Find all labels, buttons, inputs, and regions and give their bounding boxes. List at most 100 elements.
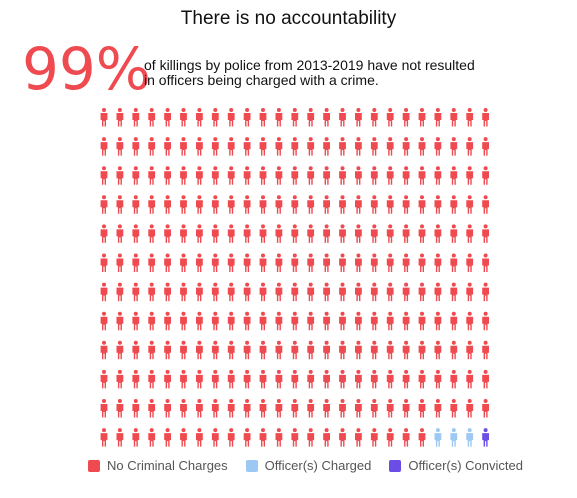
person-icon <box>402 399 410 418</box>
person-icon <box>100 166 108 185</box>
person-icon <box>339 166 346 185</box>
legend-swatch <box>245 459 258 472</box>
person-icon <box>418 399 426 418</box>
person-icon <box>259 369 267 389</box>
person-icon <box>386 369 394 389</box>
person-icon <box>418 369 426 389</box>
person-icon <box>164 108 171 127</box>
person-icon <box>339 311 346 331</box>
person-icon <box>339 195 346 214</box>
person-icon <box>164 195 171 214</box>
person-icon <box>402 195 410 214</box>
person-icon <box>355 369 362 389</box>
person-icon <box>132 428 140 447</box>
person-icon <box>434 282 442 302</box>
person-icon <box>243 195 251 214</box>
person-icon <box>148 166 156 185</box>
person-icon <box>355 340 362 360</box>
person-icon <box>275 428 283 447</box>
person-icon <box>227 428 235 447</box>
person-icon <box>211 137 219 156</box>
person-icon <box>243 282 251 302</box>
person-icon <box>100 108 108 127</box>
person-icon <box>323 137 330 156</box>
person-icon <box>402 428 410 447</box>
person-icon <box>211 428 219 447</box>
person-icon <box>259 108 267 127</box>
legend-swatch <box>389 459 402 472</box>
person-icon <box>370 399 378 418</box>
person-icon <box>148 282 156 302</box>
person-icon <box>227 340 235 360</box>
person-icon <box>196 399 203 418</box>
person-icon <box>482 166 489 185</box>
person-icon <box>450 428 458 447</box>
person-icon <box>164 166 171 185</box>
person-icon <box>323 166 330 185</box>
person-icon <box>164 282 171 302</box>
person-icon <box>434 340 442 360</box>
person-icon <box>370 428 378 447</box>
person-icon <box>227 195 235 214</box>
person-icon <box>180 428 187 447</box>
person-icon <box>180 253 187 272</box>
person-icon <box>418 253 426 272</box>
person-icon <box>466 311 474 331</box>
person-icon <box>466 253 474 272</box>
person-icon <box>196 137 203 156</box>
person-icon <box>355 253 362 272</box>
person-icon <box>259 166 267 185</box>
person-icon <box>418 428 426 447</box>
person-icon <box>196 224 203 243</box>
person-icon <box>116 399 124 418</box>
person-icon <box>243 166 251 185</box>
person-icon <box>307 253 315 272</box>
person-icon <box>482 340 489 360</box>
person-icon <box>418 137 426 156</box>
person-icon <box>418 166 426 185</box>
person-icon <box>450 253 458 272</box>
person-icon <box>355 137 362 156</box>
person-icon <box>339 282 346 302</box>
person-icon <box>402 340 410 360</box>
person-icon <box>355 311 362 331</box>
person-icon <box>180 369 187 389</box>
person-icon <box>323 253 330 272</box>
person-icon <box>323 108 330 127</box>
person-icon <box>132 166 140 185</box>
big-stat-percentage: 99% <box>22 35 151 103</box>
person-icon <box>116 311 124 331</box>
person-icon <box>339 340 346 360</box>
person-icon <box>100 369 108 389</box>
person-icon <box>291 282 299 302</box>
person-icon <box>355 195 362 214</box>
person-icon <box>339 137 346 156</box>
person-icon <box>418 224 426 243</box>
person-icon <box>482 108 489 127</box>
person-icon <box>450 399 458 418</box>
person-icon <box>180 195 187 214</box>
person-icon <box>180 137 187 156</box>
person-icon <box>275 399 283 418</box>
person-icon <box>132 369 140 389</box>
person-icon <box>275 369 283 389</box>
person-icon <box>323 195 330 214</box>
person-icon <box>196 369 203 389</box>
person-icon <box>148 428 156 447</box>
person-icon <box>339 399 346 418</box>
person-icon <box>291 369 299 389</box>
person-icon <box>466 137 474 156</box>
person-icon <box>132 399 140 418</box>
person-icon <box>402 282 410 302</box>
person-icon <box>164 369 171 389</box>
person-icon <box>259 340 267 360</box>
person-icon <box>386 224 394 243</box>
person-icon <box>259 282 267 302</box>
person-icon <box>466 282 474 302</box>
person-icon <box>307 340 315 360</box>
person-icon <box>386 108 394 127</box>
person-icon <box>370 253 378 272</box>
person-icon <box>211 253 219 272</box>
person-icon <box>116 369 124 389</box>
person-icon <box>307 224 315 243</box>
